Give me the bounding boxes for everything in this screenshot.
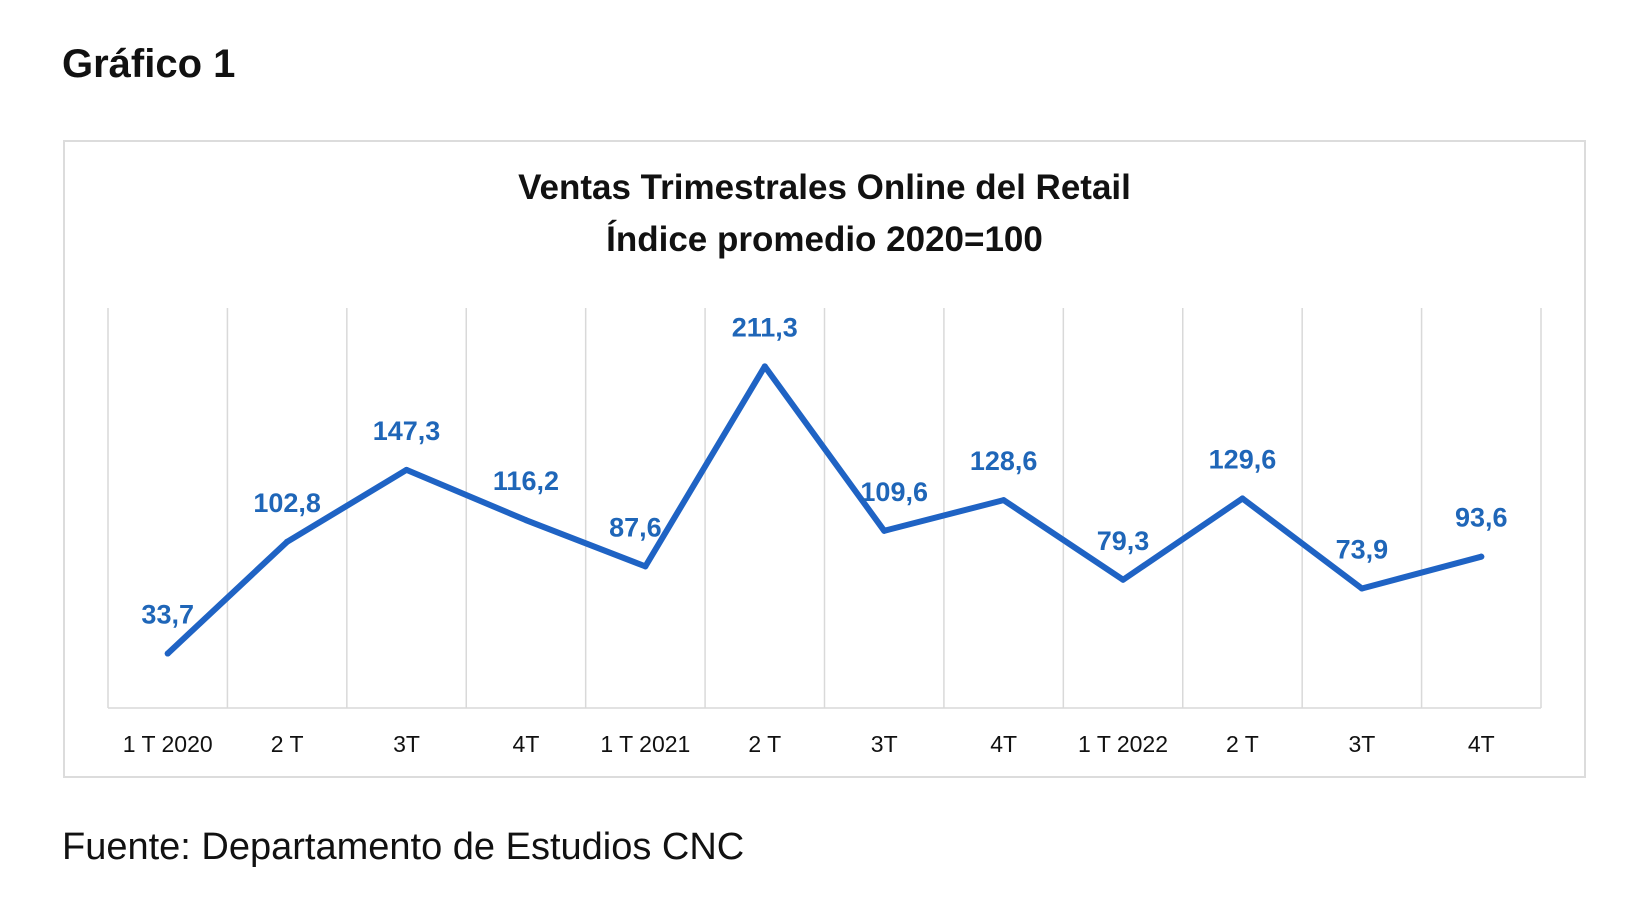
data-label: 147,3: [373, 416, 441, 446]
x-tick-label: 1 T 2022: [1078, 731, 1168, 757]
data-point: [1239, 495, 1246, 502]
x-tick-label: 4T: [1468, 731, 1495, 757]
data-label: 102,8: [253, 488, 321, 518]
data-label: 128,6: [970, 446, 1038, 476]
data-point: [284, 538, 291, 545]
data-point: [403, 466, 410, 473]
data-label: 79,3: [1097, 526, 1150, 556]
x-tick-label: 4T: [513, 731, 540, 757]
data-point: [1120, 576, 1127, 583]
x-tick-label: 2 T: [271, 731, 304, 757]
x-tick-label: 3T: [1348, 731, 1375, 757]
data-point: [881, 527, 888, 534]
data-label: 33,7: [141, 600, 194, 630]
data-point: [1358, 585, 1365, 592]
data-point: [164, 650, 171, 657]
source-note: Fuente: Departamento de Estudios CNC: [62, 826, 745, 868]
data-point: [761, 363, 768, 370]
x-tick-label: 3T: [393, 731, 420, 757]
chart-subtitle: Índice promedio 2020=100: [606, 220, 1043, 259]
x-tick-label: 2 T: [748, 731, 781, 757]
data-point: [522, 517, 529, 524]
chart-title: Ventas Trimestrales Online del Retail: [518, 168, 1131, 207]
chart-frame: Ventas Trimestrales Online del Retail Ín…: [63, 140, 1586, 778]
data-label: 93,6: [1455, 503, 1508, 533]
data-point: [1000, 497, 1007, 504]
line-chart: 1 T 2020 2 T 3T 4T 1 T 2021 2 T 3T 4T 1 T 2022 2 …: [107, 308, 1542, 757]
x-tick-label: 4T: [990, 731, 1017, 757]
data-label: 73,9: [1336, 535, 1389, 565]
data-point: [642, 563, 649, 570]
x-tick-label: 2 T: [1226, 731, 1259, 757]
x-tick-label: 3T: [871, 731, 898, 757]
series-line: [164, 363, 1485, 657]
x-tick-label: 1 T 2021: [600, 731, 690, 757]
data-label: 109,6: [860, 477, 928, 507]
data-label: 116,2: [493, 466, 559, 496]
data-label: 87,6: [609, 512, 662, 542]
data-point: [1478, 553, 1485, 560]
data-label: 129,6: [1209, 444, 1277, 474]
x-tick-label: 1 T 2020: [123, 731, 213, 757]
figure-label: Gráfico 1: [62, 42, 236, 86]
data-label: 211,3: [732, 312, 798, 342]
